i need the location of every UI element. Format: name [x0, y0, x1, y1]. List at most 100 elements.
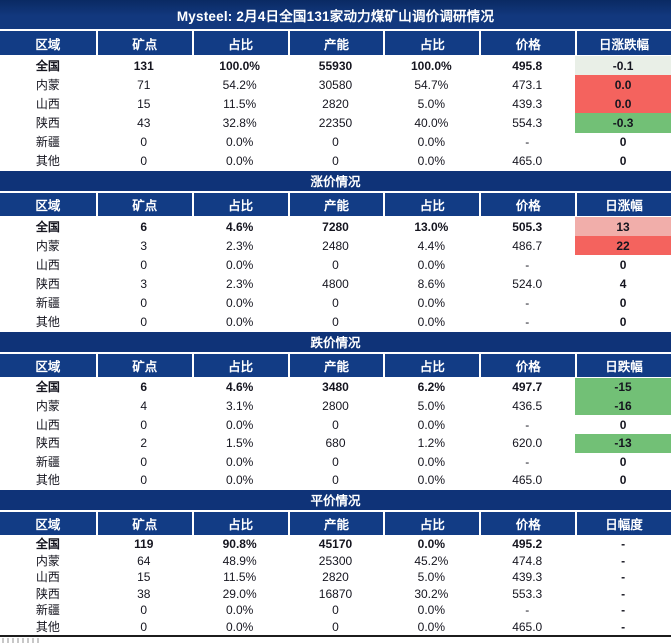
- data-cell: 15: [137, 570, 151, 585]
- data-cell: 436.5: [512, 398, 543, 413]
- data-cell: 13.0%: [414, 219, 449, 234]
- data-cell: 505.3: [512, 219, 543, 234]
- column-header-3: 产能: [287, 31, 384, 55]
- region-cell: 陕西: [35, 276, 60, 291]
- column-header-region: 区域: [0, 511, 96, 535]
- column-header-1: 矿点: [95, 353, 192, 377]
- data-cell: 553.3: [512, 586, 543, 601]
- data-cell: -: [525, 296, 530, 311]
- region-cell: 内蒙: [35, 553, 60, 568]
- data-cell: 119: [134, 537, 154, 552]
- change-cell: -0.3: [575, 113, 671, 133]
- data-cell: -: [525, 135, 530, 150]
- data-cell: 48.9%: [222, 553, 257, 568]
- column-header-row: 区域 矿点 占比 产能 占比 价格 日涨幅: [0, 192, 671, 216]
- column-header-region: 区域: [0, 31, 96, 55]
- data-cell: 465.0: [512, 619, 543, 634]
- data-cell: -: [525, 315, 530, 330]
- data-cell: 439.3: [512, 96, 543, 111]
- data-cell: 0: [140, 473, 148, 488]
- data-cell: 40.0%: [414, 116, 449, 131]
- data-cell: 0: [140, 417, 148, 432]
- region-cell: 全国: [35, 58, 60, 73]
- data-cell: 64: [137, 553, 151, 568]
- table-row: 其他 0 0.0% 0 0.0% 465.0 -: [0, 618, 671, 635]
- data-cell: 2800: [322, 398, 349, 413]
- data-cell: 3: [140, 238, 148, 253]
- change-cell: 22: [575, 236, 671, 256]
- data-cell: 0: [140, 257, 148, 272]
- column-header-2: 占比: [191, 31, 288, 55]
- data-cell: 2.3%: [225, 276, 254, 291]
- data-cell: 0: [332, 603, 339, 618]
- data-cell: 0.0%: [225, 454, 254, 469]
- data-cell: -: [525, 257, 530, 272]
- data-cell: 495.2: [512, 537, 543, 552]
- section-banner: 平价情况: [0, 489, 671, 510]
- data-cell: 0.0%: [225, 315, 254, 330]
- data-cell: 0.0%: [417, 454, 446, 469]
- data-cell: 0: [140, 135, 148, 150]
- table-row: 内蒙 4 3.1% 2800 5.0% 436.5 -16: [0, 396, 671, 416]
- data-cell: 22350: [318, 116, 353, 131]
- region-cell: 新疆: [35, 603, 60, 618]
- data-cell: 497.7: [512, 380, 543, 395]
- region-cell: 其他: [35, 473, 60, 488]
- table-row: 其他 0 0.0% 0 0.0% 465.0 0: [0, 151, 671, 171]
- change-cell: 0: [619, 135, 627, 150]
- column-header-row: 区域 矿点 占比 产能 占比 价格 日幅度: [0, 511, 671, 535]
- region-cell: 内蒙: [35, 238, 60, 253]
- change-cell: 0.0: [575, 94, 671, 114]
- column-header-1: 矿点: [95, 511, 192, 535]
- column-header-1: 矿点: [95, 192, 192, 216]
- section-overall: 区域 矿点 占比 产能 占比 价格 日涨跌幅 全国 131 100.0% 55930 100.0% 49…: [0, 31, 671, 171]
- data-cell: 0: [332, 417, 339, 432]
- data-cell: 524.0: [512, 276, 543, 291]
- data-cell: 4: [140, 398, 148, 413]
- region-cell: 山西: [35, 417, 60, 432]
- region-cell: 其他: [35, 315, 60, 330]
- column-header-1: 矿点: [95, 31, 192, 55]
- data-cell: 38: [137, 586, 151, 601]
- data-cell: 4.4%: [417, 238, 446, 253]
- data-cell: 0.0%: [225, 154, 254, 169]
- column-header-5: 价格: [479, 353, 576, 377]
- data-cell: 32.8%: [222, 116, 257, 131]
- data-cell: 0: [140, 154, 148, 169]
- change-cell: -: [621, 619, 626, 634]
- column-header-2: 占比: [191, 353, 288, 377]
- column-header-2: 占比: [191, 511, 288, 535]
- region-cell: 陕西: [35, 116, 60, 131]
- table-row: 山西 0 0.0% 0 0.0% - 0: [0, 415, 671, 434]
- table-row: 全国 6 4.6% 3480 6.2% 497.7 -15: [0, 377, 671, 397]
- column-header-6: 日涨跌幅: [575, 31, 671, 55]
- data-cell: 45.2%: [414, 553, 449, 568]
- region-cell: 新疆: [35, 135, 60, 150]
- change-cell: -: [621, 570, 626, 585]
- change-cell: 0: [619, 473, 627, 488]
- section-banner: 涨价情况: [0, 170, 671, 191]
- data-cell: 3480: [322, 380, 349, 395]
- data-cell: 474.8: [512, 553, 543, 568]
- data-cell: 2480: [322, 238, 349, 253]
- data-cell: 0.0%: [225, 473, 254, 488]
- region-cell: 陕西: [35, 586, 60, 601]
- region-cell: 内蒙: [35, 398, 60, 413]
- data-cell: 3: [140, 276, 148, 291]
- region-cell: 山西: [35, 570, 60, 585]
- region-cell: 山西: [35, 96, 60, 111]
- data-cell: 55930: [318, 58, 353, 73]
- table-row: 其他 0 0.0% 0 0.0% - 0: [0, 312, 671, 332]
- data-cell: 486.7: [512, 238, 543, 253]
- data-cell: 0: [140, 296, 148, 311]
- data-cell: 6: [140, 219, 148, 234]
- data-cell: 1.5%: [225, 436, 254, 451]
- table-row: 内蒙 64 48.9% 25300 45.2% 474.8 -: [0, 552, 671, 569]
- data-cell: 45170: [318, 537, 353, 552]
- table-row: 内蒙 3 2.3% 2480 4.4% 486.7 22: [0, 236, 671, 256]
- data-cell: 0.0%: [417, 603, 446, 618]
- column-header-5: 价格: [479, 511, 576, 535]
- data-cell: 5.0%: [417, 398, 446, 413]
- data-cell: 0.0%: [225, 135, 254, 150]
- region-cell: 其他: [35, 154, 60, 169]
